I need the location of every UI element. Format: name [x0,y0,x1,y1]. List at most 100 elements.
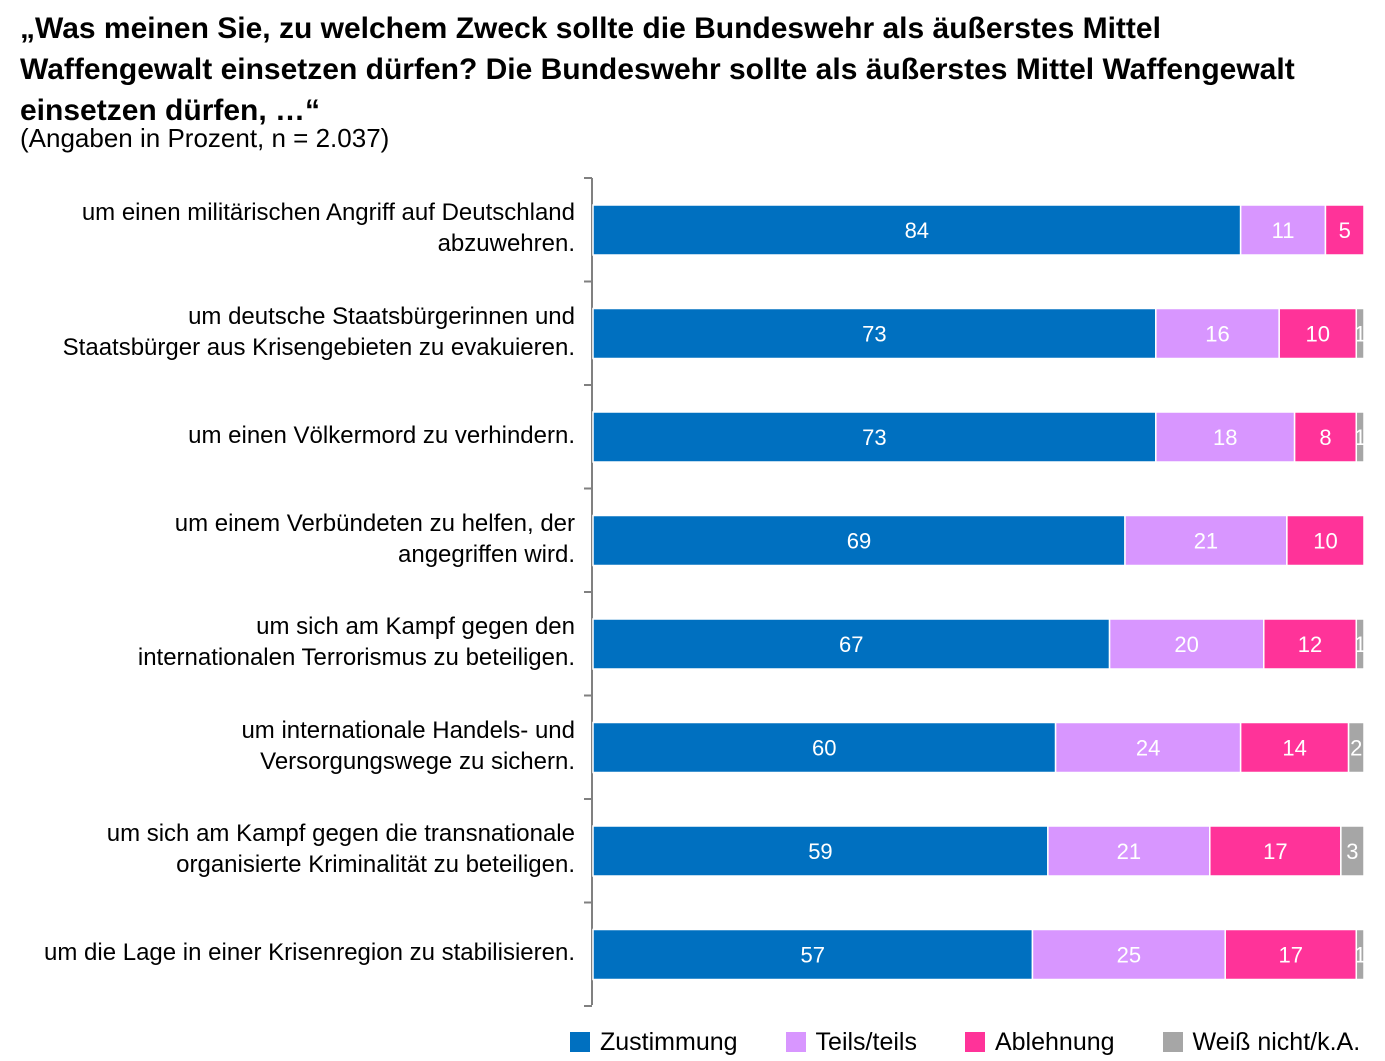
data-label: 59 [808,839,832,864]
data-label: 10 [1305,322,1329,347]
bar-segment-group: 17 [1224,928,1358,981]
data-label: 3 [1346,839,1358,864]
data-label: 84 [905,218,929,243]
chart-subtitle: (Angaben in Prozent, n = 2.037) [20,123,390,153]
bar-teils-teils [1054,721,1242,774]
bar-teils-teils [1155,411,1296,463]
data-label: 8 [1319,425,1331,450]
legend-label: Teils/teils [815,1027,917,1056]
legend-item: Zustimmung [570,1028,738,1057]
bar-segment-group: 18 [1155,411,1296,463]
data-label: 16 [1205,322,1229,347]
bar-zustimmung [592,204,1242,256]
category-label: um einen militärischen Angriff auf Deuts… [81,199,575,257]
bar-wei-nicht-k-a [1355,928,1365,981]
bar-segment-group: 10 [1286,514,1365,567]
bar-segment-group: 21 [1124,514,1288,567]
bar-segment-group: 3 [1340,825,1365,877]
bar-segment-group: 20 [1108,618,1265,670]
data-label: 73 [862,322,886,347]
data-label: 10 [1313,529,1337,554]
bar-segment-group: 2 [1347,721,1365,774]
bar-segment-group: 73 [592,307,1157,360]
bar-segment-group: 11 [1239,204,1327,256]
bar-segment-group: 1 [1354,618,1366,670]
legend-label: Weiß nicht/k.A. [1192,1027,1361,1056]
bar-ablehnung [1224,928,1358,981]
bar-segment-group: 73 [592,411,1157,463]
bar-ablehnung [1209,825,1342,877]
legend-item: Weiß nicht/k.A. [1162,1027,1361,1057]
data-label: 12 [1298,632,1322,657]
category-label: um einen Völkermord zu verhindern. [188,421,575,449]
legend-label: Ablehnung [994,1027,1115,1056]
legend-item: Ablehnung [964,1027,1115,1057]
chart-legend: Zustimmung Teils/teils Ablehnung Weiß nicht… [570,1024,1360,1060]
data-label: 14 [1282,736,1306,761]
bar-wei-nicht-k-a [1355,618,1365,670]
bar-segment-group: 1 [1354,307,1366,360]
bar-segment-group: 12 [1263,618,1358,670]
bar-ablehnung [1278,307,1358,360]
legend-item: Teils/teils [785,1027,917,1057]
bar-ablehnung [1263,618,1358,670]
data-label: 21 [1117,839,1141,864]
data-label: 2 [1350,736,1362,761]
data-label: 69 [847,529,871,554]
legend-swatch [570,1032,590,1052]
bar-segment-group: 10 [1278,307,1358,360]
bar-segment-group: 17 [1209,825,1342,877]
bar-wei-nicht-k-a [1340,825,1365,877]
bar-segment-group: 69 [592,514,1126,567]
bar-teils-teils [1239,204,1327,256]
data-label: 24 [1136,736,1160,761]
bar-segment-group: 24 [1054,721,1242,774]
legend-swatch [1162,1032,1183,1052]
category-label: um internationale Handels- und Versorgun… [241,716,575,775]
data-label: 25 [1117,943,1141,968]
bar-ablehnung [1293,411,1358,463]
chart-title: „Was meinen Sie, zu welchem Zweck sollte… [20,12,1295,127]
legend-swatch [785,1032,806,1052]
bar-ablehnung [1239,721,1350,774]
bar-segment-group: 67 [592,618,1111,670]
bar-segment-group: 21 [1047,825,1211,877]
category-label: um einem Verbündeten zu helfen, der ange… [174,509,575,568]
data-label: 18 [1213,425,1237,450]
data-label: 1 [1354,425,1366,450]
category-label: um sich am Kampf gegen die transnational… [106,820,575,878]
bar-zustimmung [592,618,1111,670]
bar-segment-group: 57 [592,928,1034,981]
data-label: 1 [1354,632,1366,657]
legend-swatch [964,1032,985,1052]
data-label: 73 [862,425,886,450]
bar-wei-nicht-k-a [1347,721,1365,774]
bar-ablehnung [1324,204,1365,256]
bar-wei-nicht-k-a [1355,411,1365,463]
category-label: um sich am Kampf gegen den international… [137,613,575,671]
data-label: 21 [1194,529,1218,554]
bar-zustimmung [592,514,1126,567]
bar-segment-group: 1 [1354,411,1366,463]
bar-segment-group: 1 [1354,928,1366,981]
bar-segment-group: 5 [1324,204,1365,256]
bar-segment-group: 60 [592,721,1057,774]
bar-zustimmung [592,928,1034,981]
data-label: 67 [839,632,863,657]
bar-ablehnung [1286,514,1365,567]
legend-label: Zustimmung [600,1027,738,1056]
bar-teils-teils [1124,514,1288,567]
bar-segment-group: 14 [1239,721,1350,774]
data-label: 11 [1272,218,1295,243]
category-label: um deutsche Staatsbürgerinnen und Staats… [62,302,575,361]
bar-segment-group: 25 [1031,928,1226,981]
bar-zustimmung [592,721,1057,774]
bar-zustimmung [592,825,1049,877]
bar-segment-group: 84 [592,204,1242,256]
bar-wei-nicht-k-a [1355,307,1365,360]
data-label: 20 [1174,632,1198,657]
data-label: 17 [1279,943,1303,968]
data-label: 60 [812,736,836,761]
category-label: um die Lage in einer Krisenregion zu sta… [44,939,575,966]
